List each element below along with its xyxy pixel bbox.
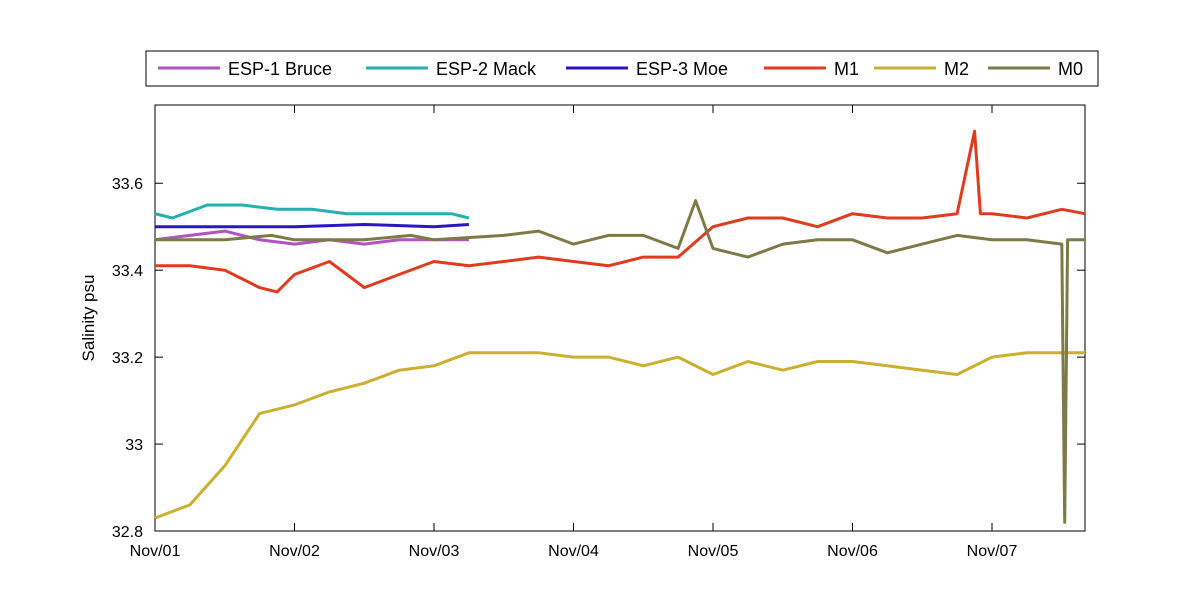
series-line-m1 (155, 129, 1086, 294)
y-tick-label: 33.2 (112, 350, 143, 367)
x-tick-label: Nov/03 (409, 543, 460, 560)
x-tick-label: Nov/07 (967, 543, 1018, 560)
legend-label: M2 (944, 59, 969, 79)
series-line-m2 (154, 351, 1085, 520)
legend-label: ESP-2 Mack (436, 59, 537, 79)
x-tick-label: Nov/04 (548, 543, 599, 560)
y-tick-label: 33.6 (112, 176, 143, 193)
plot-area (154, 104, 1086, 532)
legend-label: ESP-3 Moe (636, 59, 728, 79)
series-line-esp-1-bruce (154, 229, 469, 246)
y-tick-label: 33.4 (112, 263, 143, 280)
series-line-esp-3-moe (155, 223, 469, 229)
x-tick-label: Nov/05 (688, 543, 739, 560)
y-axis: 32.8 33 33.2 33.4 33.6 (112, 176, 1085, 541)
legend-label: M0 (1058, 59, 1083, 79)
y-tick-label: 32.8 (112, 524, 143, 541)
series-line-m0 (155, 199, 1085, 524)
x-axis: Nov/01 Nov/02 Nov/03 Nov/04 Nov/05 Nov/06 Nov/… (130, 105, 1018, 560)
x-tick-label: Nov/02 (269, 543, 320, 560)
legend-label: M1 (834, 59, 859, 79)
x-tick-label: Nov/01 (130, 543, 181, 560)
series-layer (154, 129, 1086, 524)
legend: ESP-1 Bruce ESP-2 Mack ESP-3 Moe M1 M2 M0 (145, 50, 1099, 87)
y-axis-label: Salinity psu (79, 275, 98, 362)
y-tick-label: 33 (125, 437, 143, 454)
legend-label: ESP-1 Bruce (228, 59, 332, 79)
series-line-esp-2-mack (154, 203, 470, 220)
x-tick-label: Nov/06 (827, 543, 878, 560)
